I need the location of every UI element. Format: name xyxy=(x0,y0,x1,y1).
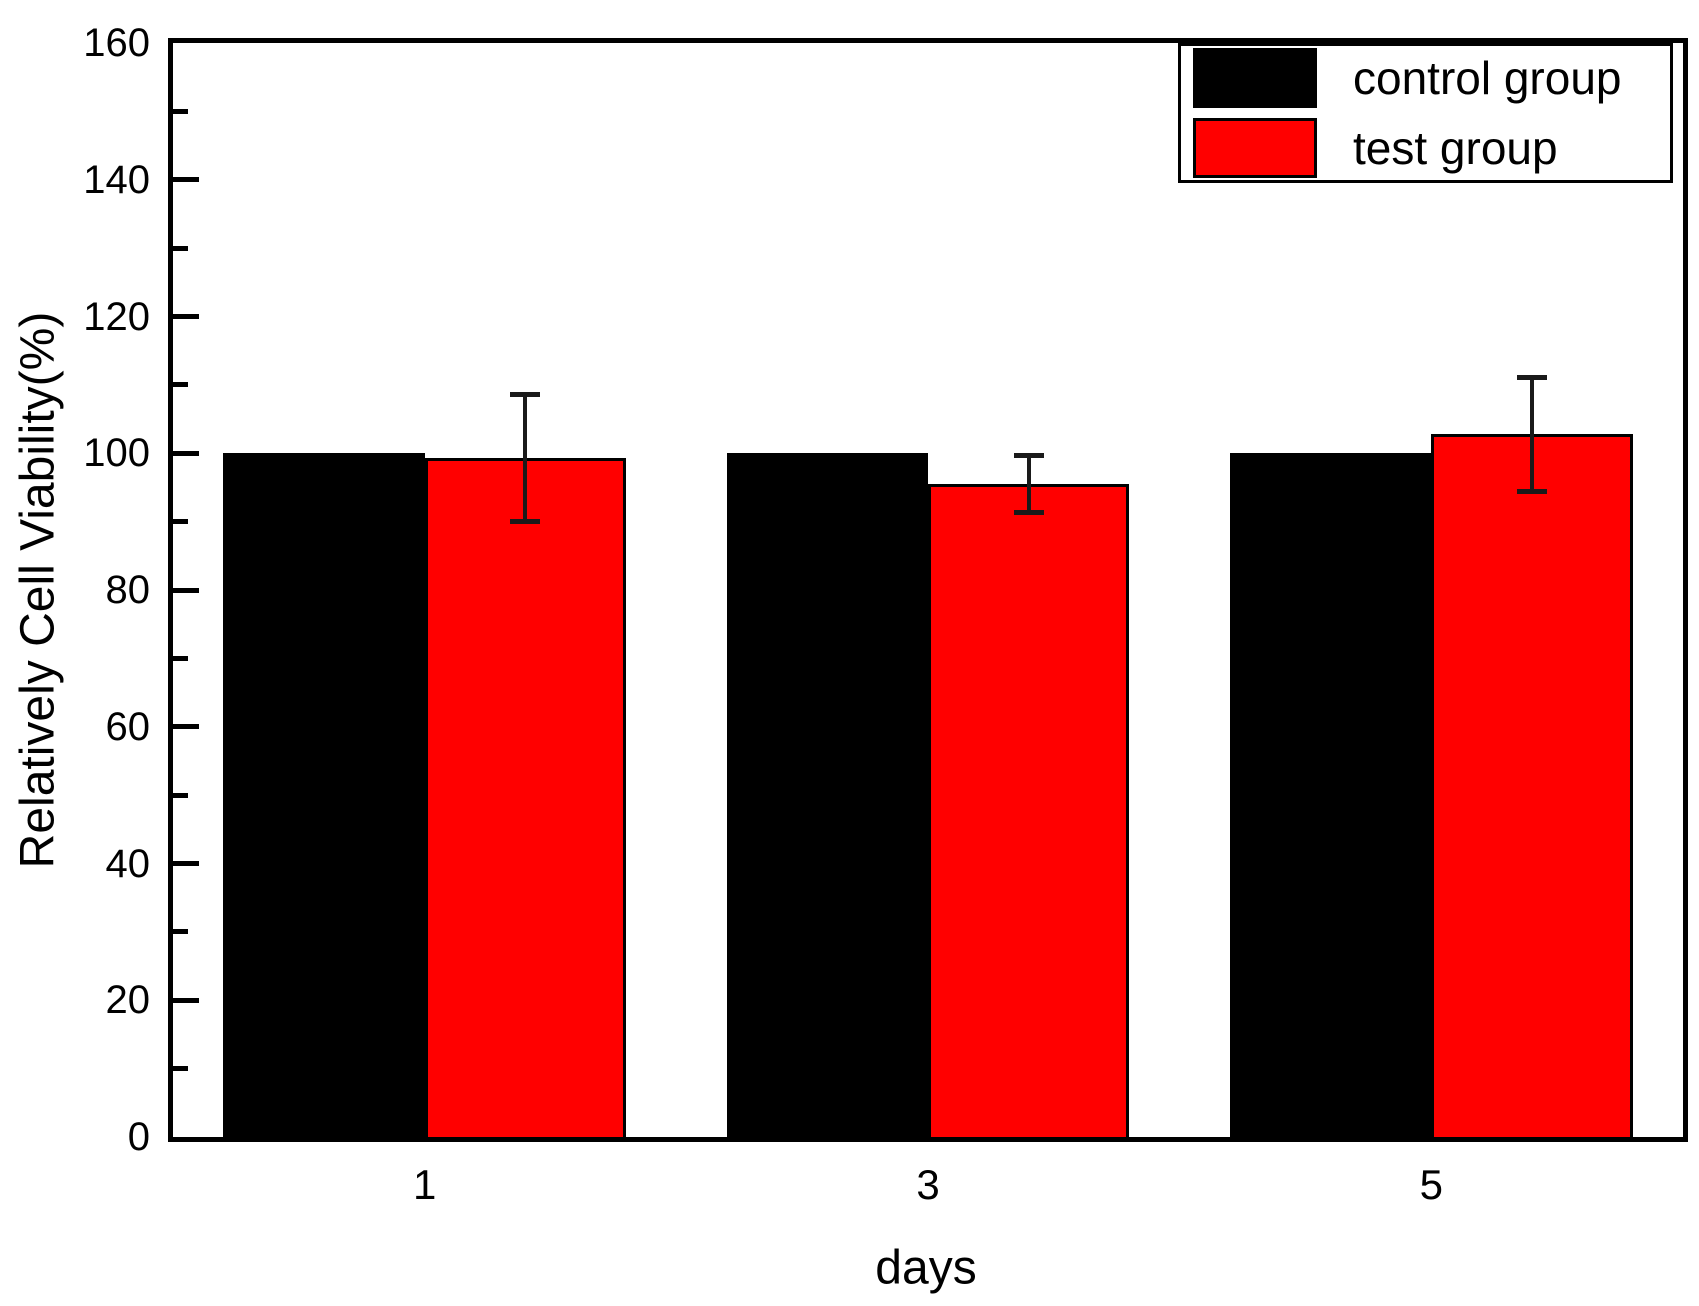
y-minor-tick xyxy=(173,655,188,661)
error-bar-line-day-3 xyxy=(1026,455,1031,513)
y-minor-tick xyxy=(173,792,188,798)
y-tick-label: 0 xyxy=(127,1115,150,1159)
y-major-tick xyxy=(173,861,199,866)
legend-label-test-group: test group xyxy=(1353,122,1558,174)
y-minor-tick xyxy=(173,519,188,525)
y-major-tick xyxy=(173,724,199,730)
y-tick-label: 160 xyxy=(83,21,150,65)
legend: control group test group xyxy=(1178,43,1673,183)
x-tick-label: 3 xyxy=(916,1161,940,1208)
bar-control-group-day-1 xyxy=(223,453,425,1137)
error-bar-bottom-cap-day-1 xyxy=(510,519,541,525)
error-bar-top-cap-day-5 xyxy=(1517,374,1547,380)
y-major-tick xyxy=(173,450,199,456)
y-axis-title: Relatively Cell Viability(%) xyxy=(11,311,65,869)
x-axis-title: days xyxy=(875,1241,977,1295)
error-bar-bottom-cap-day-3 xyxy=(1013,509,1044,515)
error-bar-line-day-5 xyxy=(1530,376,1534,492)
x-tick-label: 1 xyxy=(412,1161,437,1208)
error-bar-bottom-cap-day-5 xyxy=(1517,488,1547,494)
y-tick-label: 140 xyxy=(83,157,150,202)
bar-test-group-day-5 xyxy=(1431,434,1633,1137)
y-minor-tick xyxy=(173,1066,188,1072)
legend-swatch-control-group xyxy=(1193,48,1317,108)
legend-swatch-test-group xyxy=(1193,118,1317,178)
error-bar-line-day-1 xyxy=(523,393,528,523)
x-tick-label: 5 xyxy=(1419,1161,1443,1208)
legend-row: control group xyxy=(1193,48,1670,108)
y-major-tick xyxy=(173,177,199,183)
y-major-tick xyxy=(173,997,199,1003)
y-minor-tick xyxy=(173,108,188,114)
legend-row: test group xyxy=(1193,118,1670,178)
y-tick-label: 100 xyxy=(83,431,150,476)
bar-control-group-day-3 xyxy=(726,453,928,1137)
y-minor-tick xyxy=(173,245,188,251)
y-minor-tick xyxy=(173,929,188,935)
y-tick-label: 40 xyxy=(105,841,151,886)
y-minor-tick xyxy=(173,382,188,388)
y-major-tick xyxy=(173,314,199,319)
legend-label-control-group: control group xyxy=(1353,52,1622,104)
y-tick-label: 60 xyxy=(105,704,151,749)
y-tick-label: 80 xyxy=(105,568,151,612)
y-tick-label: 120 xyxy=(83,294,150,339)
bar-control-group-day-5 xyxy=(1230,453,1432,1137)
bar-test-group-day-3 xyxy=(928,484,1130,1137)
bar-test-group-day-1 xyxy=(424,458,626,1137)
y-major-tick xyxy=(173,587,199,593)
y-tick-label: 20 xyxy=(105,978,151,1023)
error-bar-top-cap-day-1 xyxy=(510,391,541,397)
error-bar-top-cap-day-3 xyxy=(1013,453,1044,459)
